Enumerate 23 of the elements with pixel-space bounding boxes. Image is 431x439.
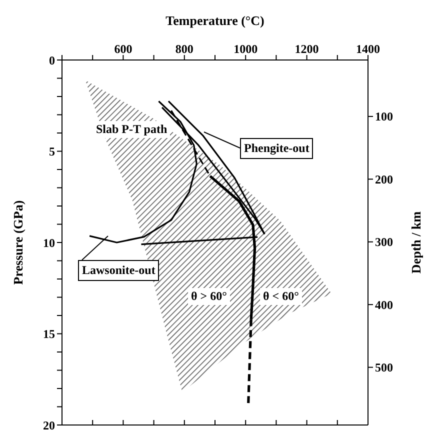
y-tick-label: 15 (43, 327, 55, 342)
y2-tick-label: 300 (375, 235, 393, 250)
x-tick-label: 1400 (356, 42, 380, 56)
annotation: θ < 60° (260, 288, 302, 305)
x-tick-label: 600 (114, 42, 132, 56)
y-tick-label: 5 (49, 144, 55, 159)
y2-tick-label: 400 (375, 298, 393, 312)
y-tick-label: 20 (43, 418, 55, 432)
x-tick-label: 800 (175, 42, 194, 56)
y-axis-title: Pressure (GPa) (10, 200, 26, 285)
annotation: θ > 60° (188, 288, 230, 305)
y2-axis-title: Depth / km (408, 211, 424, 274)
x-tick-label: 1000 (234, 42, 258, 56)
y-tick-label: 10 (43, 236, 55, 250)
y2-tick-label: 500 (375, 360, 393, 375)
y2-tick-label: 200 (375, 172, 393, 186)
x-tick-label: 1200 (294, 42, 319, 56)
y-tick-label: 0 (49, 53, 55, 68)
annotation: Slab P-T path (93, 121, 170, 138)
text: Lawsonite-out (78, 260, 160, 281)
legend-label: Phengite-out (240, 138, 314, 159)
x-axis-title: Temperature (°C) (166, 13, 264, 28)
y2-tick-label: 100 (375, 110, 393, 124)
